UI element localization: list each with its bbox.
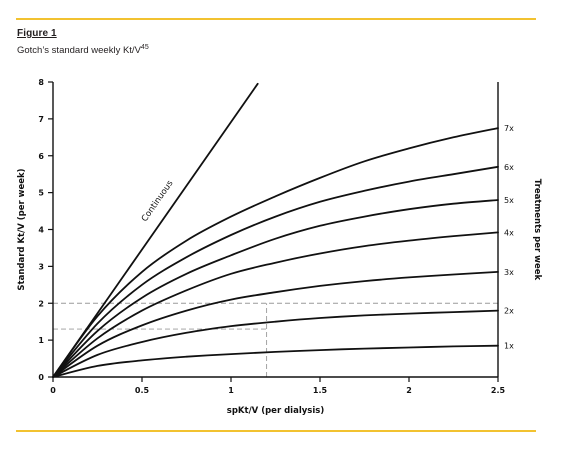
series-line-7x: [52, 127, 499, 378]
series-line-5x: [52, 199, 499, 378]
x-tick-label: 2.5: [491, 386, 506, 395]
caption-reference: 45: [140, 44, 149, 51]
y-tick-label: 7: [38, 115, 44, 124]
series-line-2x: [52, 309, 499, 378]
y-tick-label: 1: [38, 336, 44, 345]
right-axis-label: Treatments per week: [532, 179, 542, 281]
figure-caption: Gotch’s standard weekly Kt/V45: [17, 44, 149, 56]
y-tick-label: 8: [38, 78, 44, 87]
x-tick-label: 0.5: [135, 386, 150, 395]
bottom-rule: [16, 430, 536, 432]
x-tick-label: 1.5: [313, 386, 328, 395]
series-label-1x: 1x: [504, 342, 514, 351]
x-tick-label: 2: [406, 386, 412, 395]
top-rule: [16, 18, 536, 20]
x-tick-label: 0: [50, 386, 56, 395]
reference-lines: [53, 302, 498, 377]
y-tick-label: 5: [38, 189, 44, 198]
caption-text: Gotch’s standard weekly Kt/V: [17, 45, 141, 57]
chart-curves: [52, 82, 499, 378]
y-tick-label: 6: [38, 152, 44, 161]
x-tick-label: 1: [228, 386, 234, 395]
y-tick-label: 3: [38, 262, 44, 271]
series-label-4x: 4x: [504, 228, 514, 237]
series-line-6x: [52, 165, 499, 378]
series-label-7x: 7x: [504, 124, 514, 133]
series-label-6x: 6x: [504, 163, 514, 172]
series-label-2x: 2x: [504, 307, 514, 316]
series-line-4x: [52, 231, 499, 378]
y-tick-label: 0: [38, 373, 44, 382]
series-line-3x: [52, 271, 499, 378]
series-label-5x: 5x: [504, 196, 514, 205]
y-tick-label: 2: [38, 299, 44, 308]
series-label-continuous: Continuous: [140, 178, 176, 224]
figure-label: Figure 1: [17, 28, 57, 39]
y-tick-label: 4: [38, 226, 44, 235]
axis-ticks: 0 1 2 3 4 5 6 7 8 0 0.5 1 1.5 2 2.5: [38, 78, 505, 395]
x-axis-label: spKt/V (per dialysis): [227, 406, 325, 416]
series-line-1x: [52, 344, 499, 378]
series-label-3x: 3x: [504, 268, 514, 277]
y-axis-label: Standard Kt/V (per week): [17, 168, 27, 290]
